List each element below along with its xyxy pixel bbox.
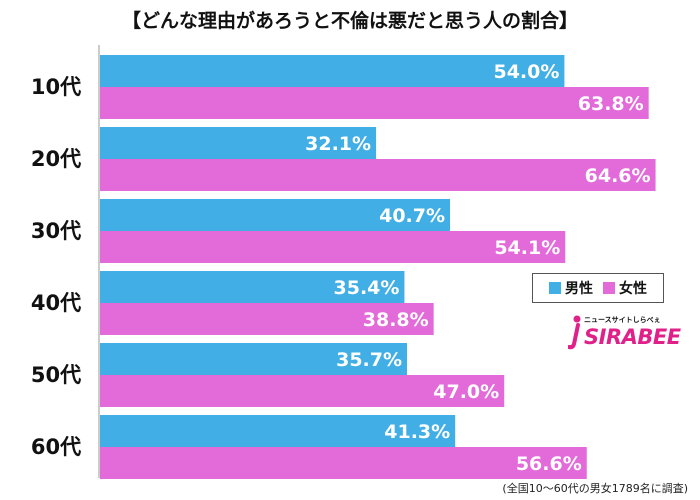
bar-male: [100, 343, 408, 375]
footnote: (全国10～60代の男女1789名に調査): [502, 482, 688, 495]
bar-male: [100, 199, 451, 231]
category-label: 50代: [31, 363, 81, 387]
bar-female: [100, 159, 656, 191]
data-label-female: 38.8%: [363, 309, 429, 331]
legend: 男性 女性: [532, 273, 664, 303]
data-label-female: 63.8%: [578, 93, 644, 115]
bar-male: [100, 55, 565, 87]
bar-male: [100, 127, 377, 159]
bar-female: [100, 447, 587, 479]
data-label-male: 40.7%: [379, 205, 445, 227]
data-label-male: 35.7%: [336, 349, 402, 371]
bar-female: [100, 375, 505, 407]
logo-wordmark: SIRABEE: [584, 325, 681, 349]
bar-female: [100, 87, 649, 119]
logo-tagline: ニュースサイトしらべぇ: [584, 316, 661, 324]
bar-female: [100, 303, 434, 335]
bars-group: 54.0% 63.8% 32.1% 64.6% 40.7% 54.1% 35.4% 38.8%…: [100, 55, 656, 479]
data-label-female: 56.6%: [516, 453, 582, 475]
bar-male: [100, 415, 456, 447]
bar-male: [100, 271, 405, 303]
logo-mark-icon: [568, 315, 581, 350]
legend-swatch-male: [549, 282, 561, 294]
category-label: 20代: [31, 147, 81, 171]
category-label: 10代: [31, 75, 81, 99]
data-label-male: 35.4%: [334, 277, 400, 299]
data-label-female: 47.0%: [433, 381, 499, 403]
category-label: 40代: [31, 291, 81, 315]
data-label-female: 64.6%: [585, 165, 651, 187]
legend-label-male: 男性: [565, 281, 593, 297]
legend-swatch-female: [603, 282, 615, 294]
legend-item-female: 女性: [603, 278, 647, 298]
data-label-male: 54.0%: [493, 61, 559, 83]
bar-female: [100, 231, 566, 263]
legend-item-male: 男性: [549, 278, 593, 298]
category-label: 30代: [31, 219, 81, 243]
category-label: 60代: [31, 435, 81, 459]
data-label-male: 41.3%: [384, 421, 450, 443]
sirabee-logo: ニュースサイトしらべぇ SIRABEE: [566, 312, 681, 352]
data-label-female: 54.1%: [494, 237, 560, 259]
legend-label-female: 女性: [619, 281, 647, 297]
chart-title: 【どんな理由があろうと不倫は悪だと思う人の割合】: [121, 10, 578, 32]
data-label-male: 32.1%: [305, 133, 371, 155]
